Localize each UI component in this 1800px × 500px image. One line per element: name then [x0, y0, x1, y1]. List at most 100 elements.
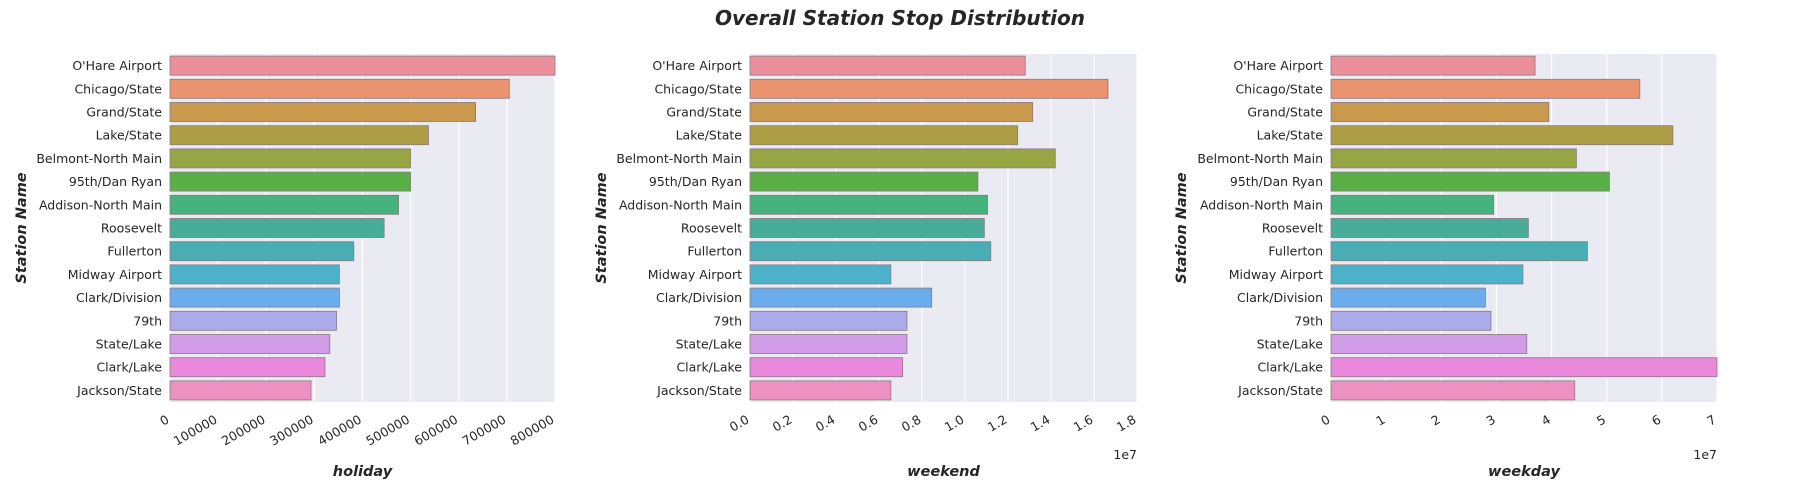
bar — [1330, 125, 1674, 146]
bar — [169, 287, 340, 308]
bar — [169, 78, 510, 99]
y-tick-label: 79th — [1294, 313, 1323, 328]
x-tick-label: 4 — [1539, 412, 1553, 429]
bar — [169, 310, 337, 331]
x-tick-label: 6 — [1649, 412, 1663, 429]
x-tick-label: 700000 — [460, 412, 509, 449]
y-tick-label: Midway Airport — [1229, 267, 1323, 282]
y-tick-label: Belmont-North Main — [616, 151, 742, 166]
bar — [169, 264, 340, 285]
y-axis-label: Station Name — [594, 172, 610, 283]
y-tick-label: Chicago/State — [654, 81, 742, 96]
y-tick-label: State/Lake — [676, 337, 743, 352]
bar — [1330, 310, 1492, 331]
x-tick-label: 1.4 — [1028, 412, 1053, 435]
y-tick-label: Chicago/State — [74, 81, 162, 96]
x-tick-label: 1.8 — [1114, 412, 1139, 435]
y-tick-label: Roosevelt — [681, 221, 742, 236]
bar — [1330, 380, 1576, 401]
bar — [749, 287, 933, 308]
y-tick-label: Lake/State — [676, 128, 743, 143]
bar — [169, 194, 399, 215]
y-tick-label: Jackson/State — [1237, 383, 1323, 398]
bar — [1330, 264, 1524, 285]
y-tick-label: O'Hare Airport — [652, 58, 742, 73]
y-tick-label: Addison-North Main — [1200, 197, 1323, 212]
x-axis-label: weekday — [1488, 464, 1560, 480]
bar — [1330, 241, 1588, 262]
x-tick-label: 1 — [1373, 412, 1387, 429]
y-tick-label: Belmont-North Main — [36, 151, 162, 166]
x-tick-label: 0.2 — [770, 412, 795, 435]
x-tick-label: 3 — [1484, 412, 1498, 429]
x-tick-label: 100000 — [171, 412, 220, 449]
y-tick-label: 95th/Dan Ryan — [69, 174, 162, 189]
y-tick-label: Roosevelt — [1262, 221, 1323, 236]
y-tick-label: Grand/State — [666, 105, 742, 120]
bar — [169, 171, 412, 192]
bar — [169, 102, 476, 122]
y-tick-label: O'Hare Airport — [1233, 58, 1323, 73]
bar — [749, 171, 979, 192]
x-tick-label: 1.2 — [985, 412, 1010, 435]
y-tick-label: 79th — [713, 313, 742, 328]
x-tick-label: 300000 — [267, 412, 316, 449]
panel-3: 0 1 2 3 4 5 6 7 O'Hare Airport Chicago/State Grand… — [1174, 54, 1719, 480]
y-tick-label: Clark/Division — [1237, 290, 1323, 305]
y-tick-label: Grand/State — [86, 105, 162, 120]
x-tick-label: 200000 — [219, 412, 268, 449]
y-tick-label: Fullerton — [107, 244, 162, 259]
axis-offset-label: 1e7 — [1693, 447, 1717, 462]
x-tick-label: 0.8 — [899, 412, 924, 435]
bar — [1330, 55, 1536, 76]
x-tick-label: 1.6 — [1071, 412, 1096, 435]
x-tick-label: 600000 — [411, 412, 460, 449]
bar — [749, 78, 1109, 99]
y-tick-label: Clark/Lake — [676, 360, 742, 375]
bar — [749, 55, 1026, 76]
y-tick-label: Jackson/State — [656, 383, 742, 398]
bar — [169, 148, 412, 169]
x-tick-label: 0 — [157, 412, 171, 429]
y-tick-label: Clark/Lake — [96, 360, 162, 375]
bar — [169, 55, 556, 76]
y-tick-label: Addison-North Main — [39, 197, 162, 212]
panel-2: 0.0 0.2 0.4 0.6 0.8 1.0 1.2 1.4 1.6 1.8 O'Hare Air… — [594, 54, 1139, 480]
bar — [169, 357, 326, 378]
x-tick-label: 0.6 — [856, 412, 881, 435]
bar — [749, 194, 988, 215]
bar — [749, 380, 892, 401]
bar — [1330, 357, 1718, 378]
panel-1: 0 100000 200000 300000 400000 500000 600000 700… — [14, 54, 557, 480]
y-tick-label: Clark/Lake — [1257, 360, 1323, 375]
bar — [749, 264, 892, 285]
x-tick-label: 0 — [1318, 412, 1332, 429]
bar — [749, 357, 904, 378]
bar — [749, 218, 985, 238]
bar — [1330, 287, 1486, 308]
x-axis-label: holiday — [333, 464, 393, 480]
y-tick-label: Clark/Division — [656, 290, 742, 305]
y-tick-label: Lake/State — [96, 128, 163, 143]
x-tick-label: 500000 — [363, 412, 412, 449]
bar — [169, 380, 312, 401]
bar — [749, 334, 908, 354]
axis-offset-label: 1e7 — [1113, 447, 1137, 462]
y-tick-label: Clark/Division — [76, 290, 162, 305]
bar — [1330, 171, 1610, 192]
bar — [169, 218, 385, 238]
bar — [1330, 148, 1577, 169]
y-tick-label: O'Hare Airport — [72, 58, 162, 73]
y-axis-label: Station Name — [14, 172, 30, 283]
bar — [1330, 78, 1641, 99]
bar — [749, 125, 1019, 146]
x-tick-label: 800000 — [508, 412, 557, 449]
x-tick-label: 1.0 — [942, 412, 967, 435]
y-tick-label: Jackson/State — [76, 383, 162, 398]
y-tick-label: State/Lake — [96, 337, 163, 352]
y-tick-label: 95th/Dan Ryan — [649, 174, 742, 189]
x-tick-label: 2 — [1428, 412, 1442, 429]
y-tick-label: Belmont-North Main — [1197, 151, 1323, 166]
bar — [169, 241, 355, 262]
